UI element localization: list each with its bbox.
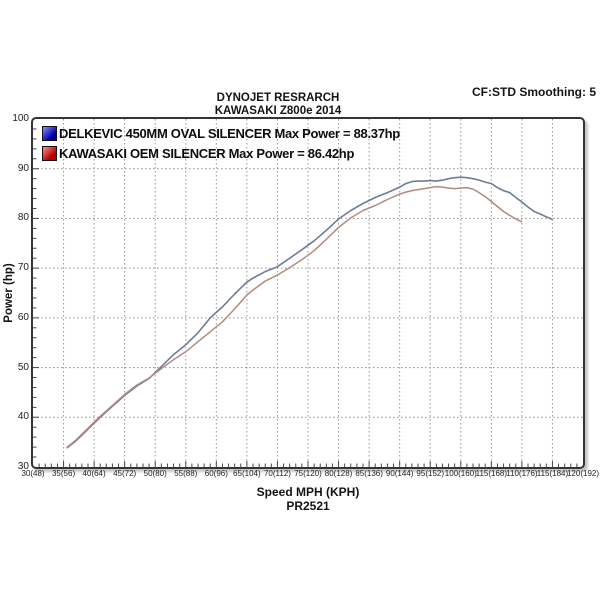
x-tick-label: 70(112)	[263, 469, 291, 478]
legend: DELKEVIC 450MM OVAL SILENCER Max Power =…	[42, 124, 400, 163]
x-tick-label: 45(72)	[113, 469, 137, 478]
legend-label: DELKEVIC 450MM OVAL SILENCER Max Power =…	[59, 126, 400, 141]
chart-title-block: DYNOJET RESRARCH KAWASAKI Z800e 2014	[0, 92, 556, 117]
x-tick-label: 90(144)	[385, 469, 414, 478]
x-tick-label: 60(96)	[204, 469, 228, 478]
x-tick-label: 75(120)	[294, 469, 322, 478]
y-tick-label: 50	[17, 361, 29, 373]
legend-swatch-icon	[42, 146, 57, 161]
power-curve-oem	[66, 185, 523, 449]
y-tick-label: 30	[17, 461, 29, 472]
smoothing-info: CF:STD Smoothing: 5	[472, 85, 596, 99]
x-tick-label: 115(168)	[475, 469, 508, 478]
x-tick-label: 120(192)	[566, 469, 600, 478]
x-tick-label: 40(64)	[82, 469, 106, 478]
x-tick-label: 55(88)	[174, 469, 198, 478]
x-tick-label: 85(136)	[355, 469, 383, 478]
x-tick-label: 115(184)	[536, 469, 569, 478]
chart-title: DYNOJET RESRARCH	[216, 92, 340, 104]
legend-label: KAWASAKI OEM SILENCER Max Power = 86.42h…	[59, 146, 355, 161]
x-tick-label: 110(176)	[506, 469, 538, 478]
x-tick-label: 30(48)	[21, 469, 45, 478]
x-tick-label: 35(56)	[51, 469, 76, 478]
x-tick-label: 100(160)	[444, 469, 477, 478]
legend-item-delkevic: DELKEVIC 450MM OVAL SILENCER Max Power =…	[42, 124, 400, 143]
chart-canvas	[33, 119, 583, 467]
x-axis-title-block: Speed MPH (KPH) PR2521	[0, 485, 600, 513]
y-tick-label: 40	[17, 411, 29, 423]
chart-subtitle: KAWASAKI Z800e 2014	[214, 104, 342, 117]
run-id: PR2521	[286, 498, 330, 513]
plot-area: DELKEVIC 450MM OVAL SILENCER Max Power =…	[31, 117, 585, 469]
legend-item-oem: KAWASAKI OEM SILENCER Max Power = 86.42h…	[42, 144, 400, 163]
y-tick-label: 70	[17, 262, 29, 274]
legend-swatch-icon	[42, 126, 57, 141]
y-tick-label: 90	[17, 162, 29, 174]
x-tick-label: 95(152)	[416, 469, 445, 478]
x-tick-label: 80(128)	[324, 469, 353, 478]
power-curve-delkevic	[66, 176, 553, 449]
y-tick-label: 100	[12, 113, 29, 124]
x-axis-title: Speed MPH (KPH)	[256, 485, 360, 499]
x-tick-label: 50(80)	[143, 469, 167, 478]
y-tick-label: 60	[17, 311, 29, 323]
y-tick-label: 80	[17, 212, 29, 224]
x-tick-label: 65(104)	[233, 469, 261, 478]
